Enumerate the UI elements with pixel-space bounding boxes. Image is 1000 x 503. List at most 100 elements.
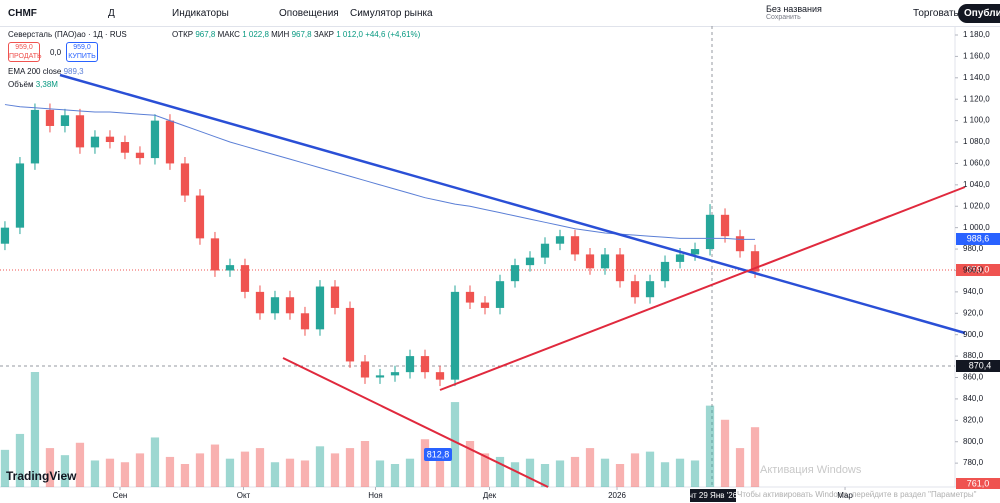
volume-bar bbox=[690, 460, 700, 487]
volume-bar bbox=[165, 456, 175, 487]
volume-bar bbox=[420, 439, 430, 487]
y-tick-label: 860,0 bbox=[963, 373, 984, 382]
volume-bar bbox=[30, 372, 40, 487]
low: 967,8 bbox=[291, 30, 312, 39]
volume-bar bbox=[540, 464, 550, 487]
y-tick-label: 800,0 bbox=[963, 437, 984, 446]
candle-body bbox=[315, 286, 325, 330]
crosshair-date: чт 29 Янв '26 bbox=[689, 491, 738, 500]
volume-bar bbox=[525, 458, 535, 487]
replay[interactable]: Симулятор рынка bbox=[350, 8, 433, 19]
close-label: ЗАКР bbox=[313, 30, 335, 39]
candle-body bbox=[375, 375, 385, 378]
volume-bar bbox=[0, 449, 10, 487]
buy: КУПИТЬ bbox=[68, 53, 96, 60]
volume-bar bbox=[90, 460, 100, 487]
candle-body bbox=[420, 356, 430, 373]
volume-bar bbox=[405, 458, 415, 487]
volume-bar bbox=[270, 462, 280, 487]
trend-line[interactable] bbox=[439, 186, 966, 391]
x-tick-label: Дек bbox=[483, 491, 497, 500]
candle-body bbox=[540, 243, 550, 258]
volume-name: Объём bbox=[8, 80, 34, 89]
volume-bar bbox=[150, 437, 160, 487]
candle-body bbox=[90, 136, 100, 148]
volume-bar bbox=[630, 453, 640, 487]
trade[interactable]: Торговать bbox=[913, 8, 959, 19]
indicators[interactable]: Индикаторы bbox=[172, 8, 229, 19]
volume-bar bbox=[360, 441, 370, 487]
symbol[interactable]: CHMF bbox=[8, 8, 37, 19]
candle-body bbox=[270, 297, 280, 314]
sell-button[interactable]: 959,0 ПРОДАТЬ bbox=[8, 42, 42, 62]
candle-body bbox=[435, 372, 445, 380]
candle-body bbox=[705, 214, 715, 250]
open-label: ОТКР bbox=[172, 30, 194, 39]
y-tick-label: 880,0 bbox=[963, 351, 984, 360]
volume-bar bbox=[60, 455, 70, 487]
candle-body bbox=[195, 195, 205, 239]
volume-bar bbox=[315, 446, 325, 487]
candle-body bbox=[165, 120, 175, 164]
candle-body bbox=[105, 136, 115, 143]
volume-bar bbox=[180, 464, 190, 487]
volume-bar bbox=[210, 444, 220, 487]
y-tick-label: 1 120,0 bbox=[963, 94, 990, 103]
candle-body bbox=[495, 281, 505, 308]
trend-line[interactable] bbox=[59, 73, 966, 335]
candle-body bbox=[525, 257, 535, 266]
y-tick-label: 1 040,0 bbox=[963, 180, 990, 189]
candle-body bbox=[405, 356, 415, 373]
low-marker-tag bbox=[956, 478, 1000, 489]
alerts[interactable]: Оповещения bbox=[279, 8, 339, 19]
watermark-text: Чтобы активировать Windows, перейдите в … bbox=[737, 490, 977, 499]
volume-bar bbox=[570, 456, 580, 487]
volume-bar bbox=[600, 458, 610, 487]
y-tick-label: 1 160,0 bbox=[963, 52, 990, 61]
candle-body bbox=[225, 265, 235, 271]
y-tick-label: 900,0 bbox=[963, 330, 984, 339]
candle-body bbox=[390, 372, 400, 376]
low-label: МИН bbox=[271, 30, 290, 39]
candle-body bbox=[570, 236, 580, 255]
candle-body bbox=[720, 214, 730, 237]
volume-bar bbox=[720, 419, 730, 487]
trend-line[interactable] bbox=[282, 357, 549, 488]
candle-body bbox=[345, 307, 355, 362]
high: 1 022,8 bbox=[242, 30, 269, 39]
tooltip: 812,8 bbox=[427, 449, 450, 459]
candle-body bbox=[510, 265, 520, 282]
layout-name[interactable]: Без названия bbox=[766, 4, 822, 14]
ema-legend: EMA 200 close 989,3 bbox=[8, 67, 84, 76]
ema-value: 989,3 bbox=[63, 67, 84, 76]
candle-body bbox=[210, 238, 220, 271]
volume-bar bbox=[480, 453, 490, 487]
change: +44,6 (+4,61%) bbox=[365, 30, 421, 39]
volume-bar bbox=[375, 460, 385, 487]
toolbar: CHMF Д Индикаторы Оповещения Симулятор р… bbox=[0, 0, 1000, 27]
volume-bar bbox=[45, 448, 55, 487]
volume-bar bbox=[510, 462, 520, 487]
publish[interactable]: Опубликов bbox=[958, 4, 1000, 23]
interval[interactable]: Д bbox=[108, 8, 115, 19]
ema-name: EMA 200 close bbox=[8, 67, 62, 76]
x-tick-label: Окт bbox=[237, 491, 251, 500]
volume-bar bbox=[465, 441, 475, 487]
candle-body bbox=[60, 115, 70, 126]
volume-bar bbox=[615, 464, 625, 487]
buy-button[interactable]: 959,0 КУПИТЬ bbox=[66, 42, 98, 62]
y-tick-label: 820,0 bbox=[963, 415, 984, 424]
candle-body bbox=[615, 254, 625, 282]
volume-bar bbox=[735, 448, 745, 487]
y-tick-label: 940,0 bbox=[963, 287, 984, 296]
candle-body bbox=[645, 281, 655, 298]
volume-bar bbox=[585, 448, 595, 487]
candle-body bbox=[675, 254, 685, 262]
last-price: 959,0 bbox=[967, 264, 990, 274]
candle-body bbox=[480, 302, 490, 308]
volume-bar bbox=[120, 462, 130, 487]
tooltip-tag bbox=[424, 448, 452, 461]
volume-bar bbox=[240, 451, 250, 487]
